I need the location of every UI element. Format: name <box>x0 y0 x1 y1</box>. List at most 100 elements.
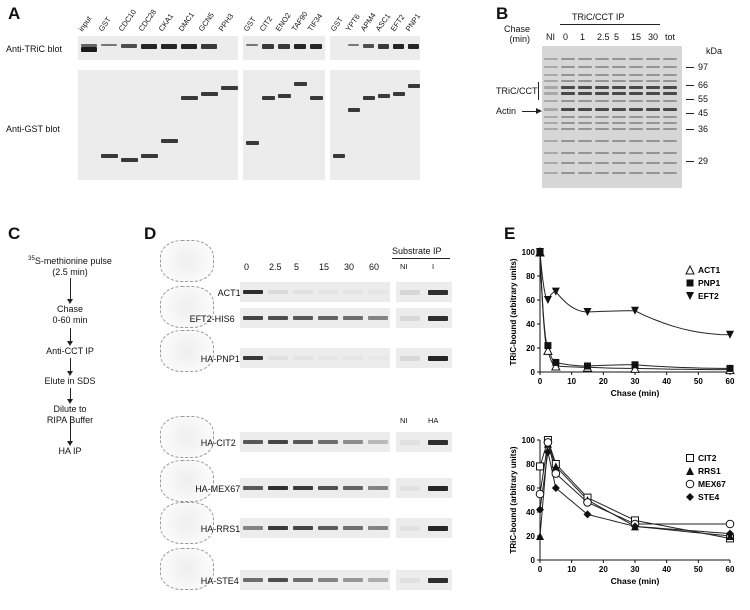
gel-band <box>578 108 592 111</box>
gel-band <box>646 162 660 164</box>
gel-band <box>561 58 575 60</box>
gel-band <box>561 74 575 76</box>
gel-band <box>612 108 626 111</box>
row-band <box>268 526 288 530</box>
tric-band <box>278 44 290 49</box>
ip-band <box>400 440 420 445</box>
ip-band <box>428 356 448 361</box>
data-point <box>551 462 560 471</box>
gel-band <box>663 80 677 82</box>
gel-band <box>646 58 660 60</box>
row-band <box>343 578 363 582</box>
row-blot <box>240 308 390 328</box>
tric-band <box>378 44 389 49</box>
gel-band <box>629 140 643 142</box>
gel-band <box>595 172 609 174</box>
panel-b-ip-line <box>560 24 660 25</box>
lane-label-a: CDC28 <box>136 7 159 33</box>
gel-band <box>646 80 660 82</box>
ip-blot <box>396 518 452 538</box>
gel-band <box>663 66 677 68</box>
row-band <box>343 316 363 320</box>
y-tick-label: 100 <box>522 436 536 445</box>
gel-band <box>646 108 660 111</box>
panel-e-label: E <box>504 224 516 243</box>
gel-band <box>561 80 575 82</box>
gel-band <box>578 86 592 89</box>
row-band <box>318 316 338 320</box>
x-tick-label: 20 <box>599 377 608 386</box>
y-tick-label: 40 <box>526 508 535 517</box>
ip-blot <box>396 348 452 368</box>
gel-band <box>544 128 558 130</box>
lane-label-a: CIT2 <box>257 14 275 33</box>
lane-label-a: input <box>76 14 94 33</box>
panel-a-tric-blot-3 <box>330 36 420 60</box>
ip-blot <box>396 308 452 328</box>
gel-band <box>629 80 643 82</box>
timepoint-label: 15 <box>319 262 330 272</box>
lane-label-b: 1 <box>580 32 586 42</box>
row-band <box>243 356 263 360</box>
marker-tick <box>686 99 694 100</box>
legend-marker <box>685 479 695 489</box>
gel-band <box>629 122 643 124</box>
ip-band <box>428 486 448 491</box>
row-blot <box>240 432 390 452</box>
y-tick-label: 60 <box>526 484 535 493</box>
legend-label: EFT2 <box>698 291 719 301</box>
gel-band <box>612 58 626 60</box>
row-band <box>268 486 288 490</box>
row-band <box>343 526 363 530</box>
legend-marker <box>686 493 694 501</box>
panel-a-gst-blot-3 <box>330 70 420 180</box>
flow-step: 35S-methionine pulse (2.5 min) <box>10 254 130 278</box>
tric-band <box>81 44 97 48</box>
protein-structure-icon <box>160 460 214 502</box>
gel-band <box>544 100 558 102</box>
ip-band <box>400 526 420 531</box>
gel-band <box>612 116 626 118</box>
y-axis-label: TRiC-bound (arbitrary units) <box>509 258 518 365</box>
pulse-text: S-methionine pulse (2.5 min) <box>34 256 112 277</box>
row-band <box>318 356 338 360</box>
protein-structure-icon <box>160 416 214 458</box>
gel-band <box>595 108 609 111</box>
y-tick-label: 40 <box>526 320 535 329</box>
gel-band <box>578 80 592 82</box>
row-band <box>293 356 313 360</box>
row-band <box>368 290 388 294</box>
gst-band <box>221 86 238 90</box>
gel-band <box>663 100 677 102</box>
ip-band <box>428 440 448 445</box>
gst-band <box>363 96 375 100</box>
row-band <box>268 356 288 360</box>
flow-step: Dilute to RIPA Buffer <box>46 404 94 425</box>
lane-label-b: tot <box>665 32 676 42</box>
panel-d-substrate-line <box>392 258 450 259</box>
x-tick-label: 0 <box>538 565 543 574</box>
row-band <box>268 316 288 320</box>
data-point <box>726 330 734 339</box>
lane-label-b: 5 <box>614 32 620 42</box>
data-point <box>551 484 560 492</box>
flow-step: Elute in SDS <box>44 376 96 386</box>
gst-band <box>408 84 420 88</box>
gel-band <box>612 152 626 154</box>
gel-band <box>646 116 660 118</box>
gst-band <box>101 154 118 158</box>
panel-d-ni-bottom: NI <box>400 416 408 425</box>
gel-band <box>612 66 626 68</box>
gst-band <box>181 96 198 100</box>
row-band <box>293 578 313 582</box>
data-point <box>551 469 561 478</box>
lane-label-b: NI <box>546 32 555 42</box>
lane-label-a: APM4 <box>358 11 378 33</box>
gel-band <box>561 128 575 130</box>
marker-tick <box>686 85 694 86</box>
row-band <box>318 290 338 294</box>
data-point <box>551 287 560 296</box>
flow-step: HA IP <box>58 446 82 456</box>
panel-d-ni-top: NI <box>400 262 408 271</box>
gel-band <box>561 66 575 68</box>
